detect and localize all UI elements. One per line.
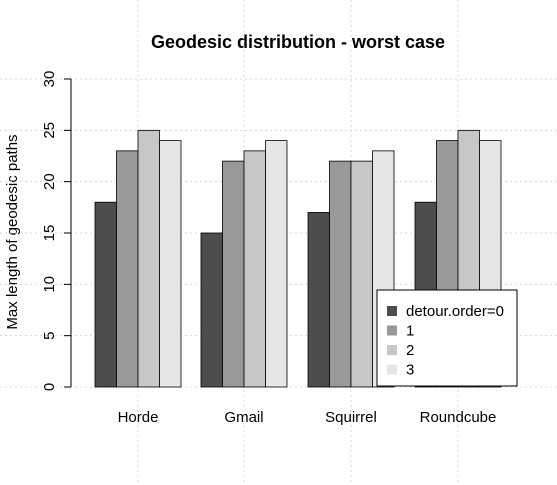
x-tick-label: Gmail: [224, 409, 263, 426]
legend-label: 3: [406, 362, 414, 379]
y-tick-label: 5: [41, 331, 58, 339]
y-axis-label: Max length of geodesic paths: [4, 134, 21, 329]
y-tick-label: 0: [41, 383, 58, 391]
bar: [116, 150, 139, 388]
x-tick-label: Roundcube: [420, 409, 497, 426]
bar: [265, 140, 288, 388]
bar: [243, 150, 266, 388]
x-tick-label: Horde: [118, 409, 159, 426]
y-axis: 0 5 10 15 20 25 30: [41, 71, 72, 391]
x-axis-labels: Horde Gmail Squirrel Roundcube: [118, 409, 497, 426]
chart-title: Geodesic distribution - worst case: [151, 32, 445, 52]
bar: [329, 160, 352, 388]
bar: [159, 140, 182, 388]
x-tick-label: Squirrel: [325, 409, 377, 426]
y-tick-label: 30: [41, 71, 58, 88]
legend-label: 2: [406, 342, 414, 359]
bar: [350, 160, 373, 388]
bar: [307, 212, 330, 388]
legend-label: 1: [406, 323, 414, 340]
legend-swatch: [387, 345, 397, 355]
legend-label: detour.order=0: [406, 303, 504, 320]
legend: detour.order=0 1 2 3: [376, 289, 518, 387]
bar: [200, 232, 223, 388]
bar: [137, 129, 160, 388]
y-tick-label: 15: [41, 225, 58, 242]
bar: [222, 160, 245, 388]
legend-swatch: [387, 325, 397, 336]
y-tick-label: 25: [41, 122, 58, 139]
bar: [94, 201, 117, 388]
y-tick-label: 20: [41, 173, 58, 190]
legend-swatch: [387, 306, 397, 316]
y-tick-label: 10: [41, 276, 58, 293]
legend-swatch: [387, 364, 397, 375]
legend-box: [376, 289, 518, 387]
